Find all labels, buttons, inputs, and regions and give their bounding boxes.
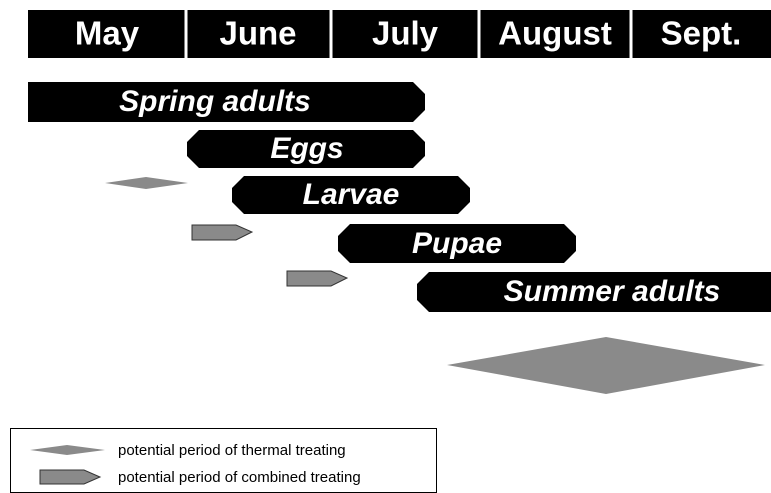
stage-bar bbox=[417, 272, 771, 312]
month-label: July bbox=[372, 15, 439, 52]
month-label: May bbox=[75, 15, 140, 52]
legend-label: potential period of thermal treating bbox=[118, 442, 346, 459]
combined-period bbox=[286, 270, 349, 287]
header-bar bbox=[28, 10, 771, 58]
month-header: May June July August Sept. bbox=[28, 10, 771, 58]
stage-bar bbox=[28, 82, 425, 122]
stage-bar bbox=[232, 176, 470, 214]
stage-label: Larvae bbox=[303, 178, 400, 211]
thermal-period bbox=[105, 177, 188, 189]
legend-label: potential period of combined treating bbox=[118, 469, 361, 486]
combined-period bbox=[191, 224, 254, 241]
legend-symbol bbox=[39, 469, 102, 485]
stage-label: Pupae bbox=[412, 227, 502, 260]
stage-bar bbox=[338, 224, 576, 263]
month-label: Sept. bbox=[661, 15, 742, 52]
stage-label: Summer adults bbox=[504, 275, 721, 308]
month-label: June bbox=[219, 15, 296, 52]
stage-label: Eggs bbox=[270, 132, 343, 165]
legend-symbol bbox=[30, 445, 105, 455]
month-label: August bbox=[498, 15, 612, 52]
stage-bar bbox=[187, 130, 425, 168]
stage-label: Spring adults bbox=[119, 85, 311, 118]
thermal-period bbox=[447, 337, 765, 394]
legend: potential period of thermal treating pot… bbox=[10, 428, 437, 493]
